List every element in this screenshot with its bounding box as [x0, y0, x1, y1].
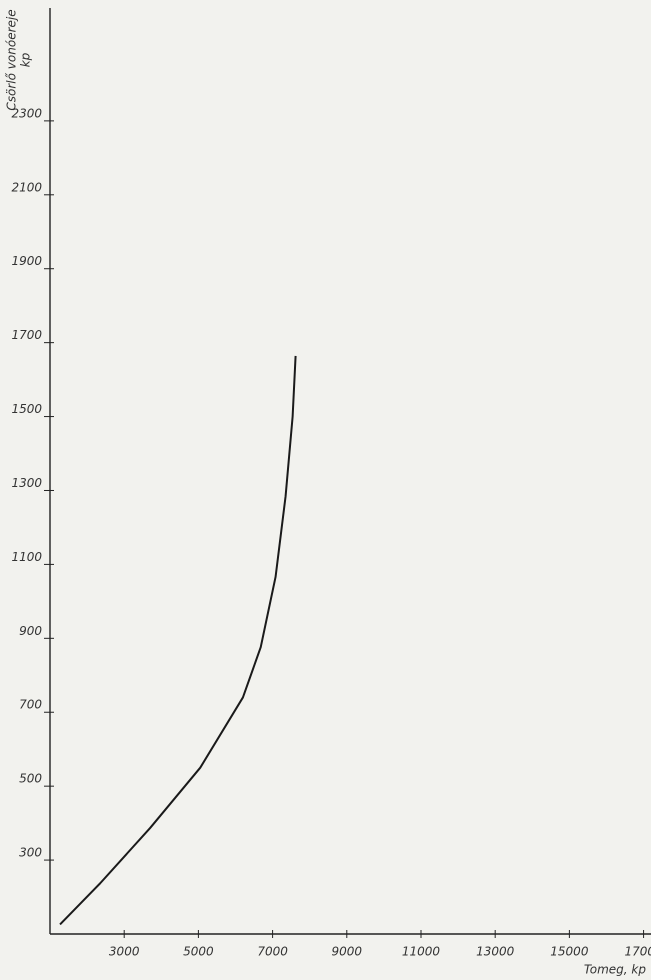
data-line [60, 356, 296, 924]
y-tick-label: 2300 [11, 106, 42, 120]
chart: Csörlő vonóereje kp Tomeg, kp 300 500 700 9… [0, 0, 651, 980]
x-tick-label: 7000 [257, 945, 288, 959]
y-tick-label: 1900 [11, 254, 42, 268]
y-tick-label: 2100 [11, 180, 42, 194]
y-tick-label: 1300 [11, 476, 42, 490]
y-tick-label: 500 [19, 772, 42, 786]
y-tick-label: 1100 [11, 550, 42, 564]
x-axis-label: Tomeg, kp [584, 963, 646, 977]
y-axis-unit: kp [19, 52, 33, 67]
x-tick-label: 11000 [402, 945, 441, 959]
y-tick-label: 1700 [11, 328, 42, 342]
y-axis-label: Csörlő vonóereje [5, 9, 19, 110]
y-tick-label: 900 [19, 624, 42, 638]
y-tick-label: 700 [19, 698, 42, 712]
y-tick-label: 300 [19, 846, 42, 860]
x-tick-label: 9000 [332, 945, 363, 959]
x-tick-label: 15000 [550, 945, 589, 959]
x-tick-label: 13000 [476, 945, 515, 959]
y-axis-title: Csörlő vonóereje kp [5, 9, 33, 110]
y-tick-label: 1500 [11, 402, 42, 416]
x-tick-label: 3000 [109, 945, 140, 959]
x-tick-label: 5000 [183, 945, 214, 959]
x-tick-label: 17000 [624, 945, 651, 959]
